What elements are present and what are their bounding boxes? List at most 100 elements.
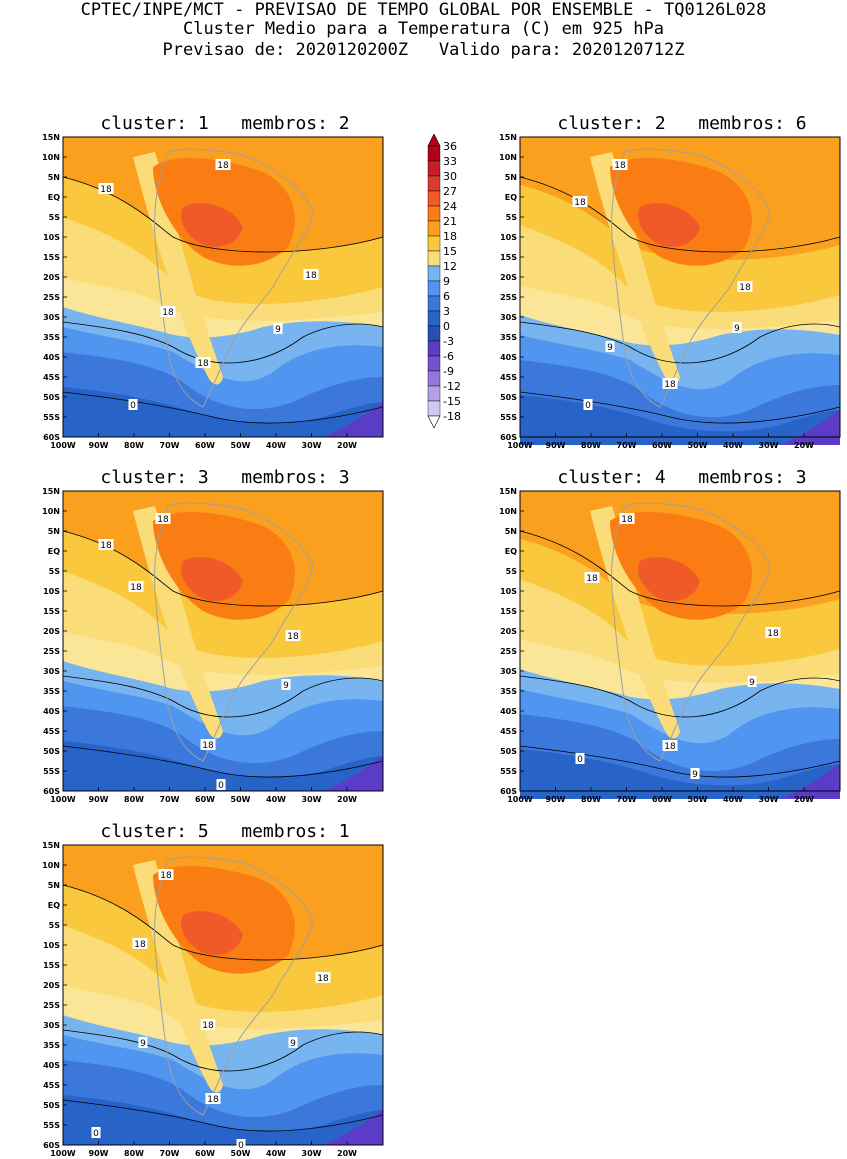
lat-tick-label: 30S [500, 313, 517, 322]
lat-tick-label: 5N [48, 527, 60, 536]
contour-label: 18 [614, 161, 626, 171]
temperature-band [323, 402, 383, 437]
colorbar-swatch [427, 355, 441, 372]
lat-tick-label: 5N [505, 173, 517, 182]
colorbar-label: 6 [443, 290, 450, 303]
contour-label: 0 [218, 781, 224, 791]
temperature-band [323, 1110, 383, 1145]
lat-tick-label: 40S [43, 353, 60, 362]
colorbar-swatch [427, 280, 441, 297]
contour-label: 0 [93, 1129, 99, 1139]
lon-tick-label: 100W [507, 441, 533, 450]
andes-cold-tongue [590, 152, 680, 385]
lon-tick-label: 70W [160, 441, 180, 450]
colorbar-label: -9 [443, 365, 454, 378]
colorbar-label: 3 [443, 305, 450, 318]
contour-label: 18 [586, 574, 598, 584]
warm-core-27 [638, 557, 700, 601]
contour-label: 18 [134, 940, 146, 950]
lat-tick-label: 35S [500, 333, 517, 342]
lon-tick-label: 90W [89, 441, 109, 450]
lon-tick-label: 40W [266, 795, 286, 804]
colorbar-swatch [427, 385, 441, 402]
lat-tick-label: 15S [43, 607, 60, 616]
lat-tick-label: 10S [43, 941, 60, 950]
lat-tick-label: 40S [500, 353, 517, 362]
lat-tick-label: 5S [506, 567, 518, 576]
colorbar-label: 33 [443, 155, 457, 168]
colorbar-label: 0 [443, 320, 450, 333]
lat-tick-label: 15S [43, 253, 60, 262]
colorbar-swatch [427, 145, 441, 162]
lon-tick-label: 60W [652, 795, 672, 804]
lat-tick-label: 25S [43, 293, 60, 302]
warm-core-27 [181, 557, 243, 601]
lat-tick-label: 30S [500, 667, 517, 676]
lon-tick-label: 80W [124, 795, 144, 804]
lat-tick-label: 55S [500, 767, 517, 776]
lat-tick-label: 10N [42, 153, 60, 162]
header-title: CPTEC/INPE/MCT - PREVISAO DE TEMPO GLOBA… [80, 0, 767, 20]
contour-label: 18 [157, 515, 169, 525]
lat-tick-label: 50S [500, 393, 517, 402]
contour-label: 18 [739, 283, 751, 293]
lon-tick-label: 30W [759, 441, 779, 450]
lat-tick-label: 5S [506, 213, 518, 222]
lat-tick-label: 60S [500, 433, 517, 442]
temperature-band [780, 410, 840, 445]
colorbar-label: 30 [443, 170, 457, 183]
colorbar-label: 18 [443, 230, 457, 243]
lat-tick-label: 20S [43, 273, 60, 282]
colorbar-swatch [427, 400, 441, 417]
temperature-band [780, 764, 840, 799]
lat-tick-label: 30S [43, 313, 60, 322]
contour-label: 9 [140, 1039, 146, 1049]
lat-tick-label: EQ [505, 547, 517, 556]
lat-tick-label: 60S [43, 433, 60, 442]
map-panel-3: 15N 10N 5N EQ 5S 10S 15S 20S 25S 30S 35S 40S 45S 50S 5… [18, 487, 388, 805]
lat-tick-label: 10N [42, 507, 60, 516]
lat-tick-label: 30S [43, 1021, 60, 1030]
contour-label: 18 [217, 161, 229, 171]
contour-label: 18 [130, 583, 142, 593]
lat-tick-label: 5N [48, 881, 60, 890]
lat-tick-label: 60S [43, 1141, 60, 1150]
contour-label: 9 [692, 770, 698, 780]
lat-tick-label: 40S [43, 707, 60, 716]
colorbar-label: -15 [443, 395, 461, 408]
lon-tick-label: 90W [89, 795, 109, 804]
lat-tick-label: 5S [49, 213, 61, 222]
contour-label: 18 [664, 742, 676, 752]
contour-label: 9 [734, 324, 740, 334]
map-panel-2: 15N 10N 5N EQ 5S 10S 15S 20S 25S 30S 35S 40S 45S 50S 5… [475, 133, 845, 451]
lat-tick-label: 10N [42, 861, 60, 870]
lon-tick-label: 90W [546, 795, 566, 804]
lon-tick-label: 60W [195, 1149, 215, 1158]
lon-tick-label: 70W [617, 441, 637, 450]
lon-tick-label: 30W [759, 795, 779, 804]
header-dates: Previsao de: 2020120200Z Valido para: 20… [162, 40, 685, 60]
panel-title-1: cluster: 1 membros: 2 [100, 113, 350, 134]
contour-label: 0 [585, 401, 591, 411]
contour-label: 0 [130, 401, 136, 411]
lat-tick-label: 60S [500, 787, 517, 796]
map-panel-1: 15N 10N 5N EQ 5S 10S 15S 20S 25S 30S 35S 40S 45S 50S 5… [18, 133, 388, 451]
lat-tick-label: 20S [500, 273, 517, 282]
lon-tick-label: 90W [546, 441, 566, 450]
panel-title-5: cluster: 5 membros: 1 [100, 821, 350, 842]
colorbar-swatch [427, 205, 441, 222]
lat-tick-label: 15N [499, 487, 517, 496]
lon-tick-label: 50W [688, 795, 708, 804]
lon-tick-label: 50W [231, 441, 251, 450]
lat-tick-label: 40S [500, 707, 517, 716]
lat-tick-label: 15N [499, 133, 517, 142]
lat-tick-label: 15N [42, 841, 60, 850]
contour-label: 18 [287, 632, 299, 642]
andes-cold-tongue [133, 860, 223, 1093]
contour-label: 18 [100, 185, 112, 195]
lat-tick-label: 50S [43, 393, 60, 402]
lat-tick-label: EQ [48, 547, 60, 556]
lat-tick-label: 10S [43, 233, 60, 242]
lat-tick-label: 45S [43, 1081, 60, 1090]
lon-tick-label: 40W [723, 795, 743, 804]
